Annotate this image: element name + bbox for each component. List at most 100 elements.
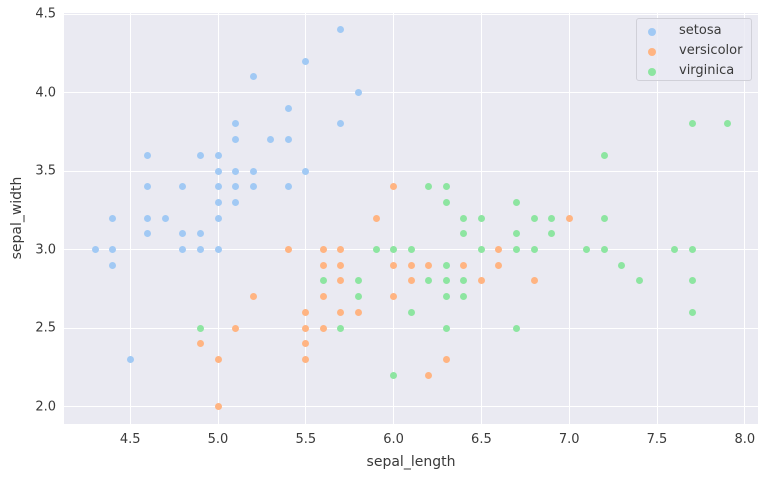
- data-point-setosa: [109, 214, 117, 222]
- data-point-virginica: [442, 198, 450, 206]
- data-point-versicolor: [354, 308, 362, 316]
- y-gridline: [64, 327, 758, 329]
- data-point-virginica: [337, 324, 345, 332]
- data-point-virginica: [425, 277, 433, 285]
- data-point-virginica: [354, 293, 362, 301]
- data-point-setosa: [232, 183, 240, 191]
- data-point-setosa: [179, 183, 187, 191]
- x-tick-label: 5.0: [207, 432, 229, 447]
- data-point-virginica: [460, 293, 468, 301]
- data-point-virginica: [407, 246, 415, 253]
- data-point-setosa: [232, 120, 240, 128]
- data-point-setosa: [284, 183, 292, 191]
- data-point-virginica: [600, 246, 608, 253]
- data-point-setosa: [144, 230, 152, 238]
- data-point-setosa: [249, 167, 257, 175]
- data-point-virginica: [530, 214, 538, 222]
- data-point-versicolor: [390, 261, 398, 269]
- data-point-setosa: [214, 198, 222, 206]
- data-point-virginica: [600, 214, 608, 222]
- data-point-versicolor: [319, 261, 327, 269]
- x-gridline: [393, 13, 395, 424]
- y-tick-label: 3.0: [35, 242, 56, 257]
- data-point-versicolor: [372, 214, 380, 222]
- data-point-versicolor: [337, 308, 345, 316]
- data-point-versicolor: [460, 261, 468, 269]
- data-point-versicolor: [249, 293, 257, 301]
- y-tick-label: 3.5: [35, 163, 56, 179]
- data-point-versicolor: [284, 246, 292, 253]
- data-point-setosa: [267, 136, 275, 144]
- data-point-versicolor: [442, 355, 450, 363]
- data-point-virginica: [372, 246, 380, 253]
- data-point-virginica: [477, 246, 485, 253]
- data-point-versicolor: [302, 308, 310, 316]
- data-point-virginica: [513, 230, 521, 238]
- data-point-virginica: [460, 214, 468, 222]
- data-point-virginica: [723, 120, 731, 128]
- data-point-virginica: [442, 183, 450, 191]
- data-point-virginica: [635, 277, 643, 285]
- data-point-setosa: [249, 73, 257, 81]
- y-gridline: [64, 170, 758, 172]
- legend-item-versicolor: versicolor: [637, 42, 751, 62]
- data-point-virginica: [513, 246, 521, 253]
- data-point-setosa: [161, 214, 169, 222]
- data-point-virginica: [688, 246, 696, 253]
- data-point-virginica: [460, 230, 468, 238]
- x-gridline: [129, 13, 131, 424]
- data-point-versicolor: [477, 277, 485, 285]
- x-gridline: [744, 13, 746, 424]
- data-point-setosa: [214, 214, 222, 222]
- legend-marker-icon: [648, 48, 656, 56]
- data-point-versicolor: [302, 324, 310, 332]
- data-point-setosa: [109, 246, 117, 253]
- x-tick-label: 7.0: [558, 432, 580, 447]
- data-point-virginica: [319, 277, 327, 285]
- data-point-setosa: [354, 89, 362, 96]
- data-point-virginica: [513, 324, 521, 332]
- data-point-virginica: [583, 246, 591, 253]
- x-tick-label: 5.5: [295, 432, 317, 447]
- data-point-setosa: [232, 136, 240, 144]
- y-axis-label: sepal_width: [9, 176, 25, 260]
- x-tick-label: 7.5: [646, 432, 668, 447]
- data-point-setosa: [214, 151, 222, 159]
- data-point-setosa: [214, 167, 222, 175]
- data-point-versicolor: [390, 293, 398, 301]
- data-point-setosa: [126, 355, 134, 363]
- data-point-virginica: [196, 324, 204, 332]
- data-point-versicolor: [425, 371, 433, 379]
- data-point-virginica: [354, 277, 362, 285]
- data-point-virginica: [390, 371, 398, 379]
- legend-label: virginica: [679, 63, 735, 78]
- data-point-versicolor: [407, 277, 415, 285]
- data-point-virginica: [671, 246, 679, 253]
- data-point-setosa: [179, 246, 187, 253]
- data-point-virginica: [688, 277, 696, 285]
- legend: setosa versicolor virginica: [636, 18, 752, 81]
- data-point-setosa: [302, 167, 310, 175]
- data-point-versicolor: [495, 261, 503, 269]
- y-tick-label: 2.0: [35, 399, 56, 414]
- data-point-versicolor: [214, 403, 222, 410]
- data-point-virginica: [688, 120, 696, 128]
- legend-label: versicolor: [679, 43, 743, 58]
- data-point-versicolor: [337, 261, 345, 269]
- data-point-versicolor: [337, 246, 345, 253]
- data-point-virginica: [548, 230, 556, 238]
- data-point-setosa: [214, 246, 222, 253]
- legend-marker-icon: [648, 28, 656, 36]
- data-point-virginica: [390, 246, 398, 253]
- data-point-versicolor: [232, 324, 240, 332]
- data-point-setosa: [249, 183, 257, 191]
- x-tick-label: 8.0: [734, 432, 756, 447]
- data-point-virginica: [600, 151, 608, 159]
- data-point-setosa: [196, 151, 204, 159]
- data-point-virginica: [425, 183, 433, 191]
- data-point-virginica: [407, 308, 415, 316]
- data-point-versicolor: [302, 340, 310, 348]
- y-tick-label: 2.5: [35, 320, 56, 336]
- data-point-virginica: [442, 293, 450, 301]
- data-point-virginica: [530, 246, 538, 253]
